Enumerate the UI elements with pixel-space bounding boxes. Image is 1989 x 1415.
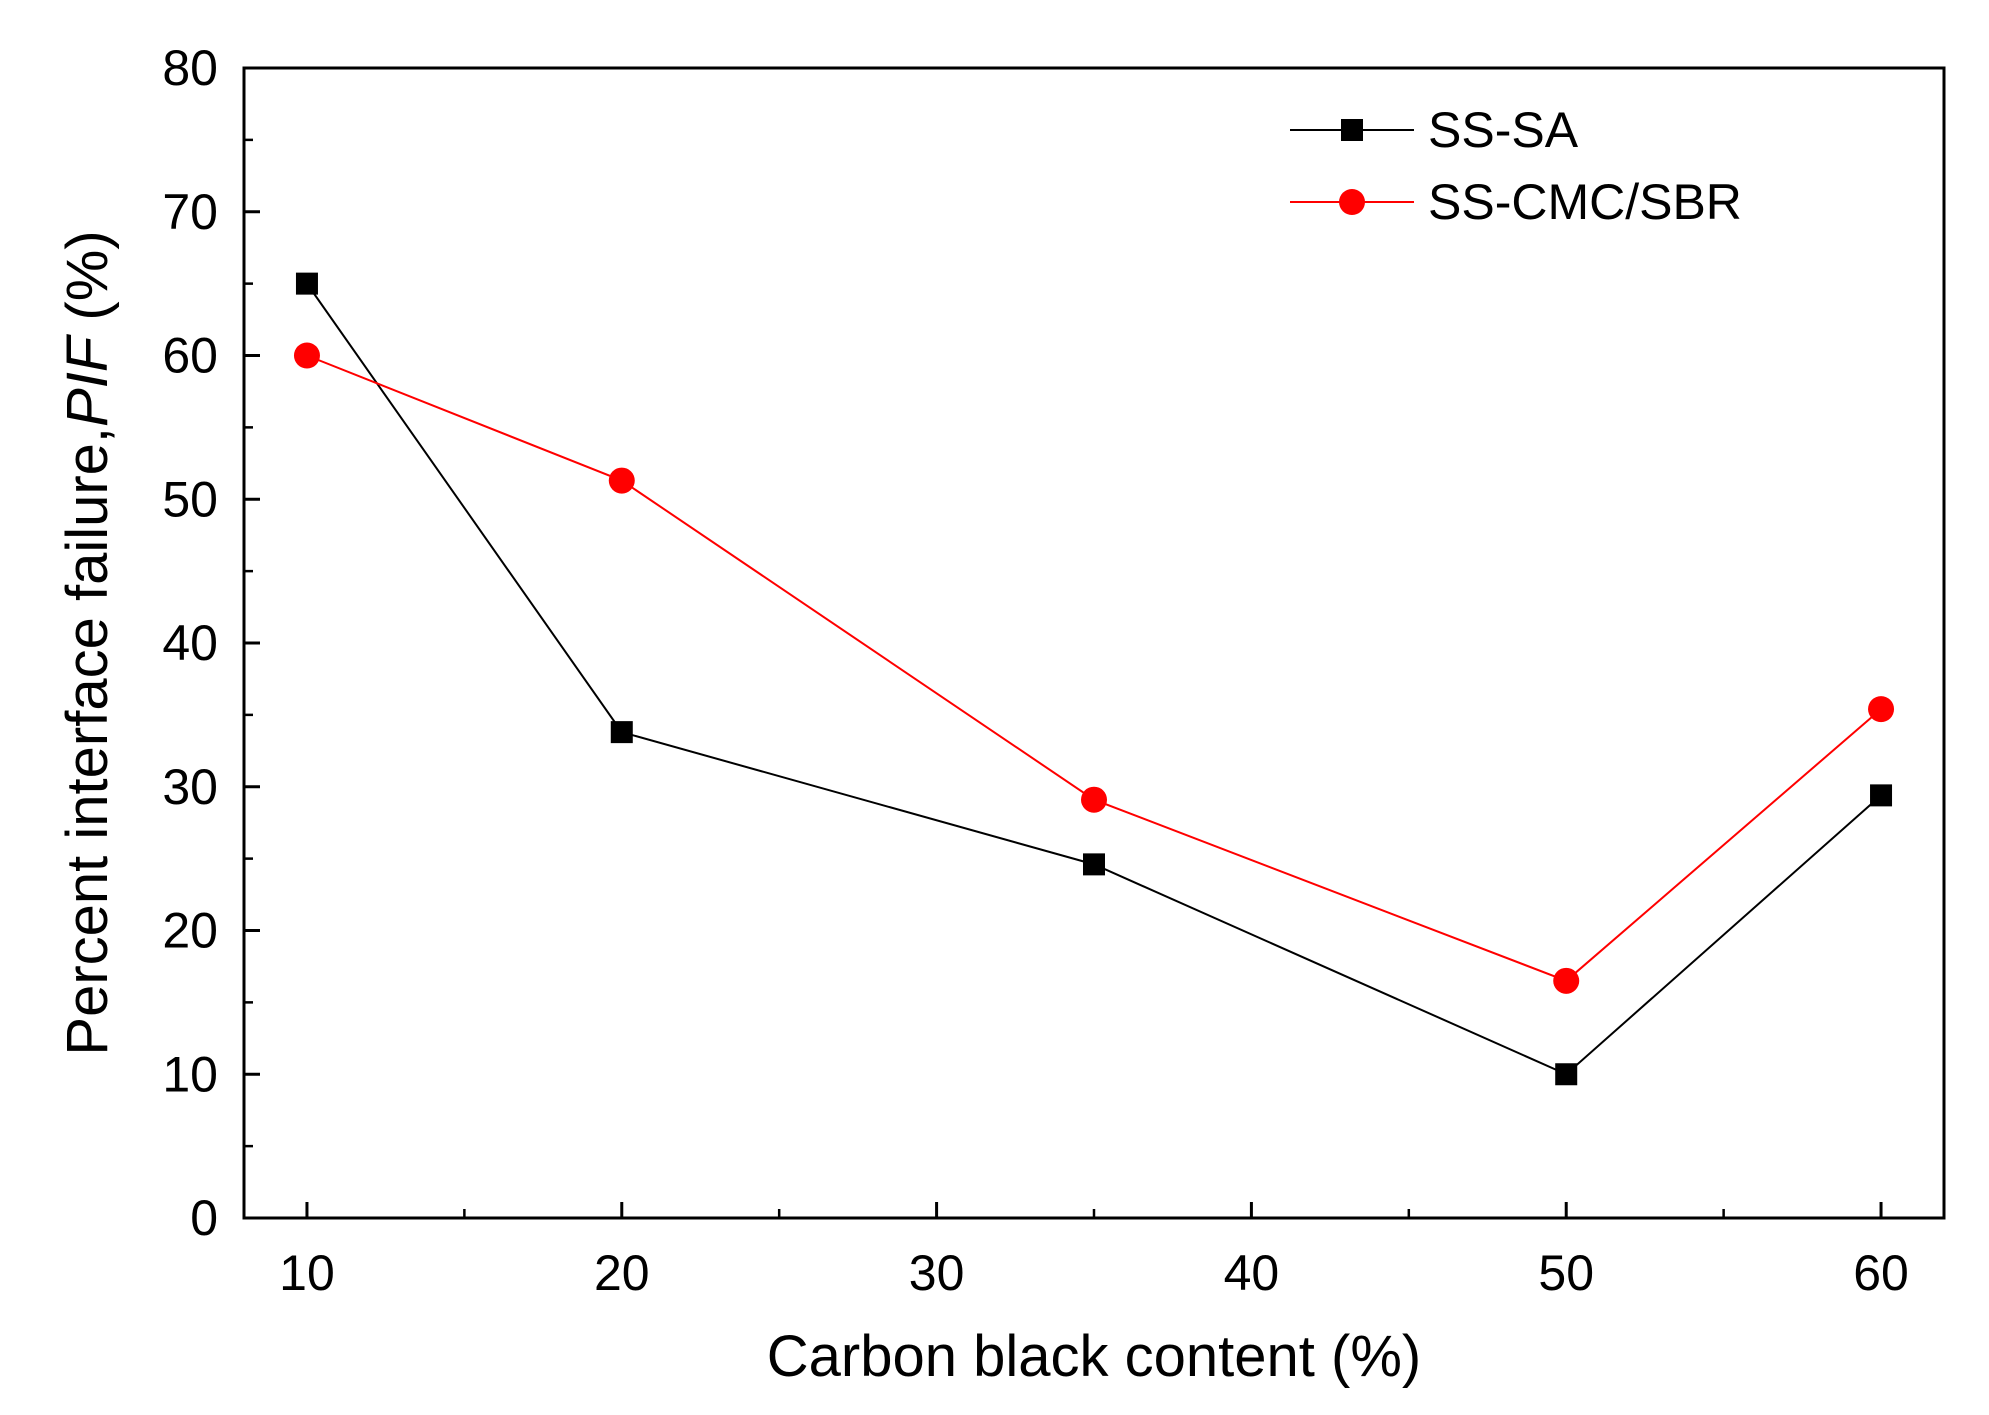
y-tick-label: 60 [162, 328, 218, 384]
data-point-ss-cmc-sbr [1868, 696, 1895, 723]
y-tick-label: 70 [162, 184, 218, 240]
plot-frame [242, 66, 1946, 1220]
data-point-ss-cmc-sbr [1081, 786, 1107, 813]
x-axis-title: Carbon black content (%) [767, 1324, 1421, 1389]
x-tick-labels: 10 20 30 40 50 60 [279, 1245, 1909, 1301]
data-point-ss-sa [295, 272, 318, 295]
legend-item-ss-cmc-sbr: SS-CMC/SBR [1290, 174, 1742, 230]
x-tick-label: 50 [1538, 1245, 1594, 1301]
y-tick-label: 0 [190, 1190, 218, 1246]
major-ticks [244, 66, 1883, 1220]
y-axis-title-main: Percent interface failure, [55, 427, 120, 1056]
series-markers [293, 272, 1895, 1086]
y-tick-label: 50 [162, 471, 218, 527]
y-tick-label: 40 [162, 615, 218, 671]
legend-marker-ss-cmc-sbr [1339, 189, 1365, 215]
series-line-ss-sa [306, 283, 1882, 1076]
legend: SS-SA SS-CMC/SBR [1290, 102, 1742, 230]
x-tick-label: 30 [909, 1245, 965, 1301]
x-tick-label: 20 [594, 1245, 650, 1301]
data-point-ss-sa [610, 721, 633, 744]
minor-ticks [244, 138, 1725, 1218]
data-point-ss-sa [1870, 784, 1893, 807]
y-tick-labels: 0 10 20 30 40 50 60 70 80 [162, 40, 218, 1246]
x-tick-label: 60 [1853, 1245, 1909, 1301]
y-tick-label: 30 [162, 759, 218, 815]
x-tick-label: 10 [279, 1245, 335, 1301]
legend-label-ss-cmc-sbr: SS-CMC/SBR [1428, 174, 1742, 230]
x-tick-label: 40 [1224, 1245, 1280, 1301]
y-tick-label: 80 [162, 40, 218, 96]
legend-marker-ss-sa [1341, 119, 1363, 141]
series-line-ss-cmc-sbr [306, 354, 1882, 982]
series-lines [306, 283, 1882, 1076]
y-tick-label: 20 [162, 903, 218, 959]
y-axis-title-italic: PIF [55, 333, 120, 427]
y-axis-title: Percent interface failure,PIF (%) [55, 230, 120, 1055]
legend-label-ss-sa: SS-SA [1428, 102, 1579, 158]
data-point-ss-cmc-sbr [293, 342, 320, 369]
y-tick-label: 10 [162, 1046, 218, 1102]
y-axis-title-unit: (%) [55, 230, 120, 336]
data-point-ss-cmc-sbr [608, 467, 635, 494]
data-point-ss-sa [1083, 853, 1105, 876]
legend-item-ss-sa: SS-SA [1290, 102, 1579, 158]
data-point-ss-cmc-sbr [1553, 967, 1580, 994]
data-point-ss-sa [1555, 1063, 1578, 1086]
